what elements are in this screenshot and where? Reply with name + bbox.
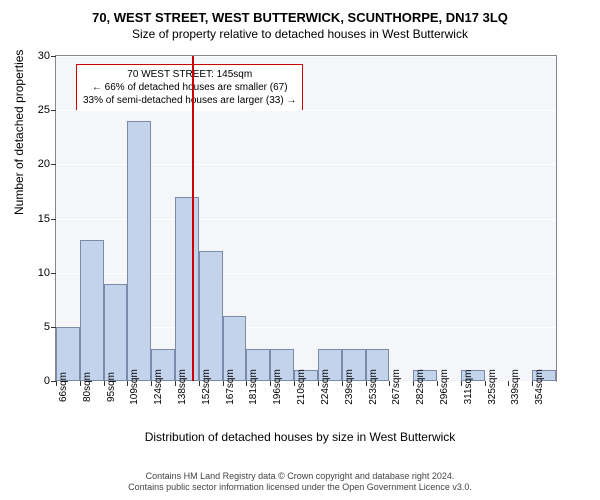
y-tick-label: 10 [38,267,50,279]
x-tick-mark [175,381,176,386]
x-tick-mark [461,381,462,386]
info-box-line: 33% of semi-detached houses are larger (… [83,94,296,107]
y-axis-label: Number of detached properties [12,50,26,215]
x-tick-mark [223,381,224,386]
x-tick-label: 152sqm [201,369,212,405]
info-box-line: ← 66% of detached houses are smaller (67… [83,81,296,94]
x-tick-mark [199,381,200,386]
x-tick-mark [80,381,81,386]
x-tick-mark [342,381,343,386]
x-tick-label: 66sqm [58,372,69,402]
x-tick-label: 239sqm [344,369,355,405]
x-tick-mark [366,381,367,386]
footer-text: Contains HM Land Registry data © Crown c… [0,471,600,494]
footer-line-2: Contains public sector information licen… [0,482,600,494]
x-tick-mark [294,381,295,386]
x-tick-label: 296sqm [439,369,450,405]
x-tick-label: 253sqm [368,369,379,405]
x-tick-label: 325sqm [487,369,498,405]
x-tick-label: 95sqm [106,372,117,402]
x-tick-label: 282sqm [415,369,426,405]
y-tick-label: 5 [44,321,50,333]
y-tick-mark [51,56,56,57]
x-tick-label: 196sqm [272,369,283,405]
chart-container: 70, WEST STREET, WEST BUTTERWICK, SCUNTH… [0,0,600,500]
y-tick-label: 25 [38,104,50,116]
x-tick-label: 210sqm [296,369,307,405]
y-tick-mark [51,164,56,165]
x-tick-label: 124sqm [153,369,164,405]
x-tick-label: 109sqm [129,369,140,405]
x-tick-label: 167sqm [225,369,236,405]
x-tick-mark [508,381,509,386]
gridline [56,56,556,57]
marker-info-box: 70 WEST STREET: 145sqm← 66% of detached … [76,64,303,111]
y-tick-label: 20 [38,158,50,170]
y-tick-mark [51,110,56,111]
x-tick-mark [104,381,105,386]
x-tick-mark [318,381,319,386]
x-tick-mark [485,381,486,386]
plot-area: 70 WEST STREET: 145sqm← 66% of detached … [55,55,557,382]
histogram-bar [175,197,199,381]
footer-line-1: Contains HM Land Registry data © Crown c… [0,471,600,483]
histogram-bar [127,121,151,381]
chart-subtitle: Size of property relative to detached ho… [0,25,600,41]
x-tick-label: 267sqm [391,369,402,405]
gridline [56,110,556,111]
x-tick-label: 181sqm [248,369,259,405]
y-tick-label: 0 [44,375,50,387]
x-tick-label: 138sqm [177,369,188,405]
x-tick-label: 224sqm [320,369,331,405]
x-tick-mark [151,381,152,386]
x-tick-mark [56,381,57,386]
histogram-bar [199,251,223,381]
y-tick-label: 30 [38,50,50,62]
y-tick-mark [51,219,56,220]
x-tick-mark [389,381,390,386]
x-tick-mark [246,381,247,386]
chart-title: 70, WEST STREET, WEST BUTTERWICK, SCUNTH… [0,0,600,25]
x-tick-mark [413,381,414,386]
marker-line [192,56,194,381]
x-tick-mark [437,381,438,386]
x-tick-label: 339sqm [510,369,521,405]
x-tick-mark [270,381,271,386]
histogram-bar [80,240,104,381]
x-axis-label: Distribution of detached houses by size … [0,430,600,444]
x-tick-label: 354sqm [534,369,545,405]
x-tick-mark [127,381,128,386]
info-box-line: 70 WEST STREET: 145sqm [83,68,296,81]
x-tick-label: 311sqm [463,370,474,405]
x-tick-mark [532,381,533,386]
y-tick-label: 15 [38,213,50,225]
histogram-bar [104,284,128,382]
x-tick-label: 80sqm [82,372,93,402]
y-tick-mark [51,273,56,274]
